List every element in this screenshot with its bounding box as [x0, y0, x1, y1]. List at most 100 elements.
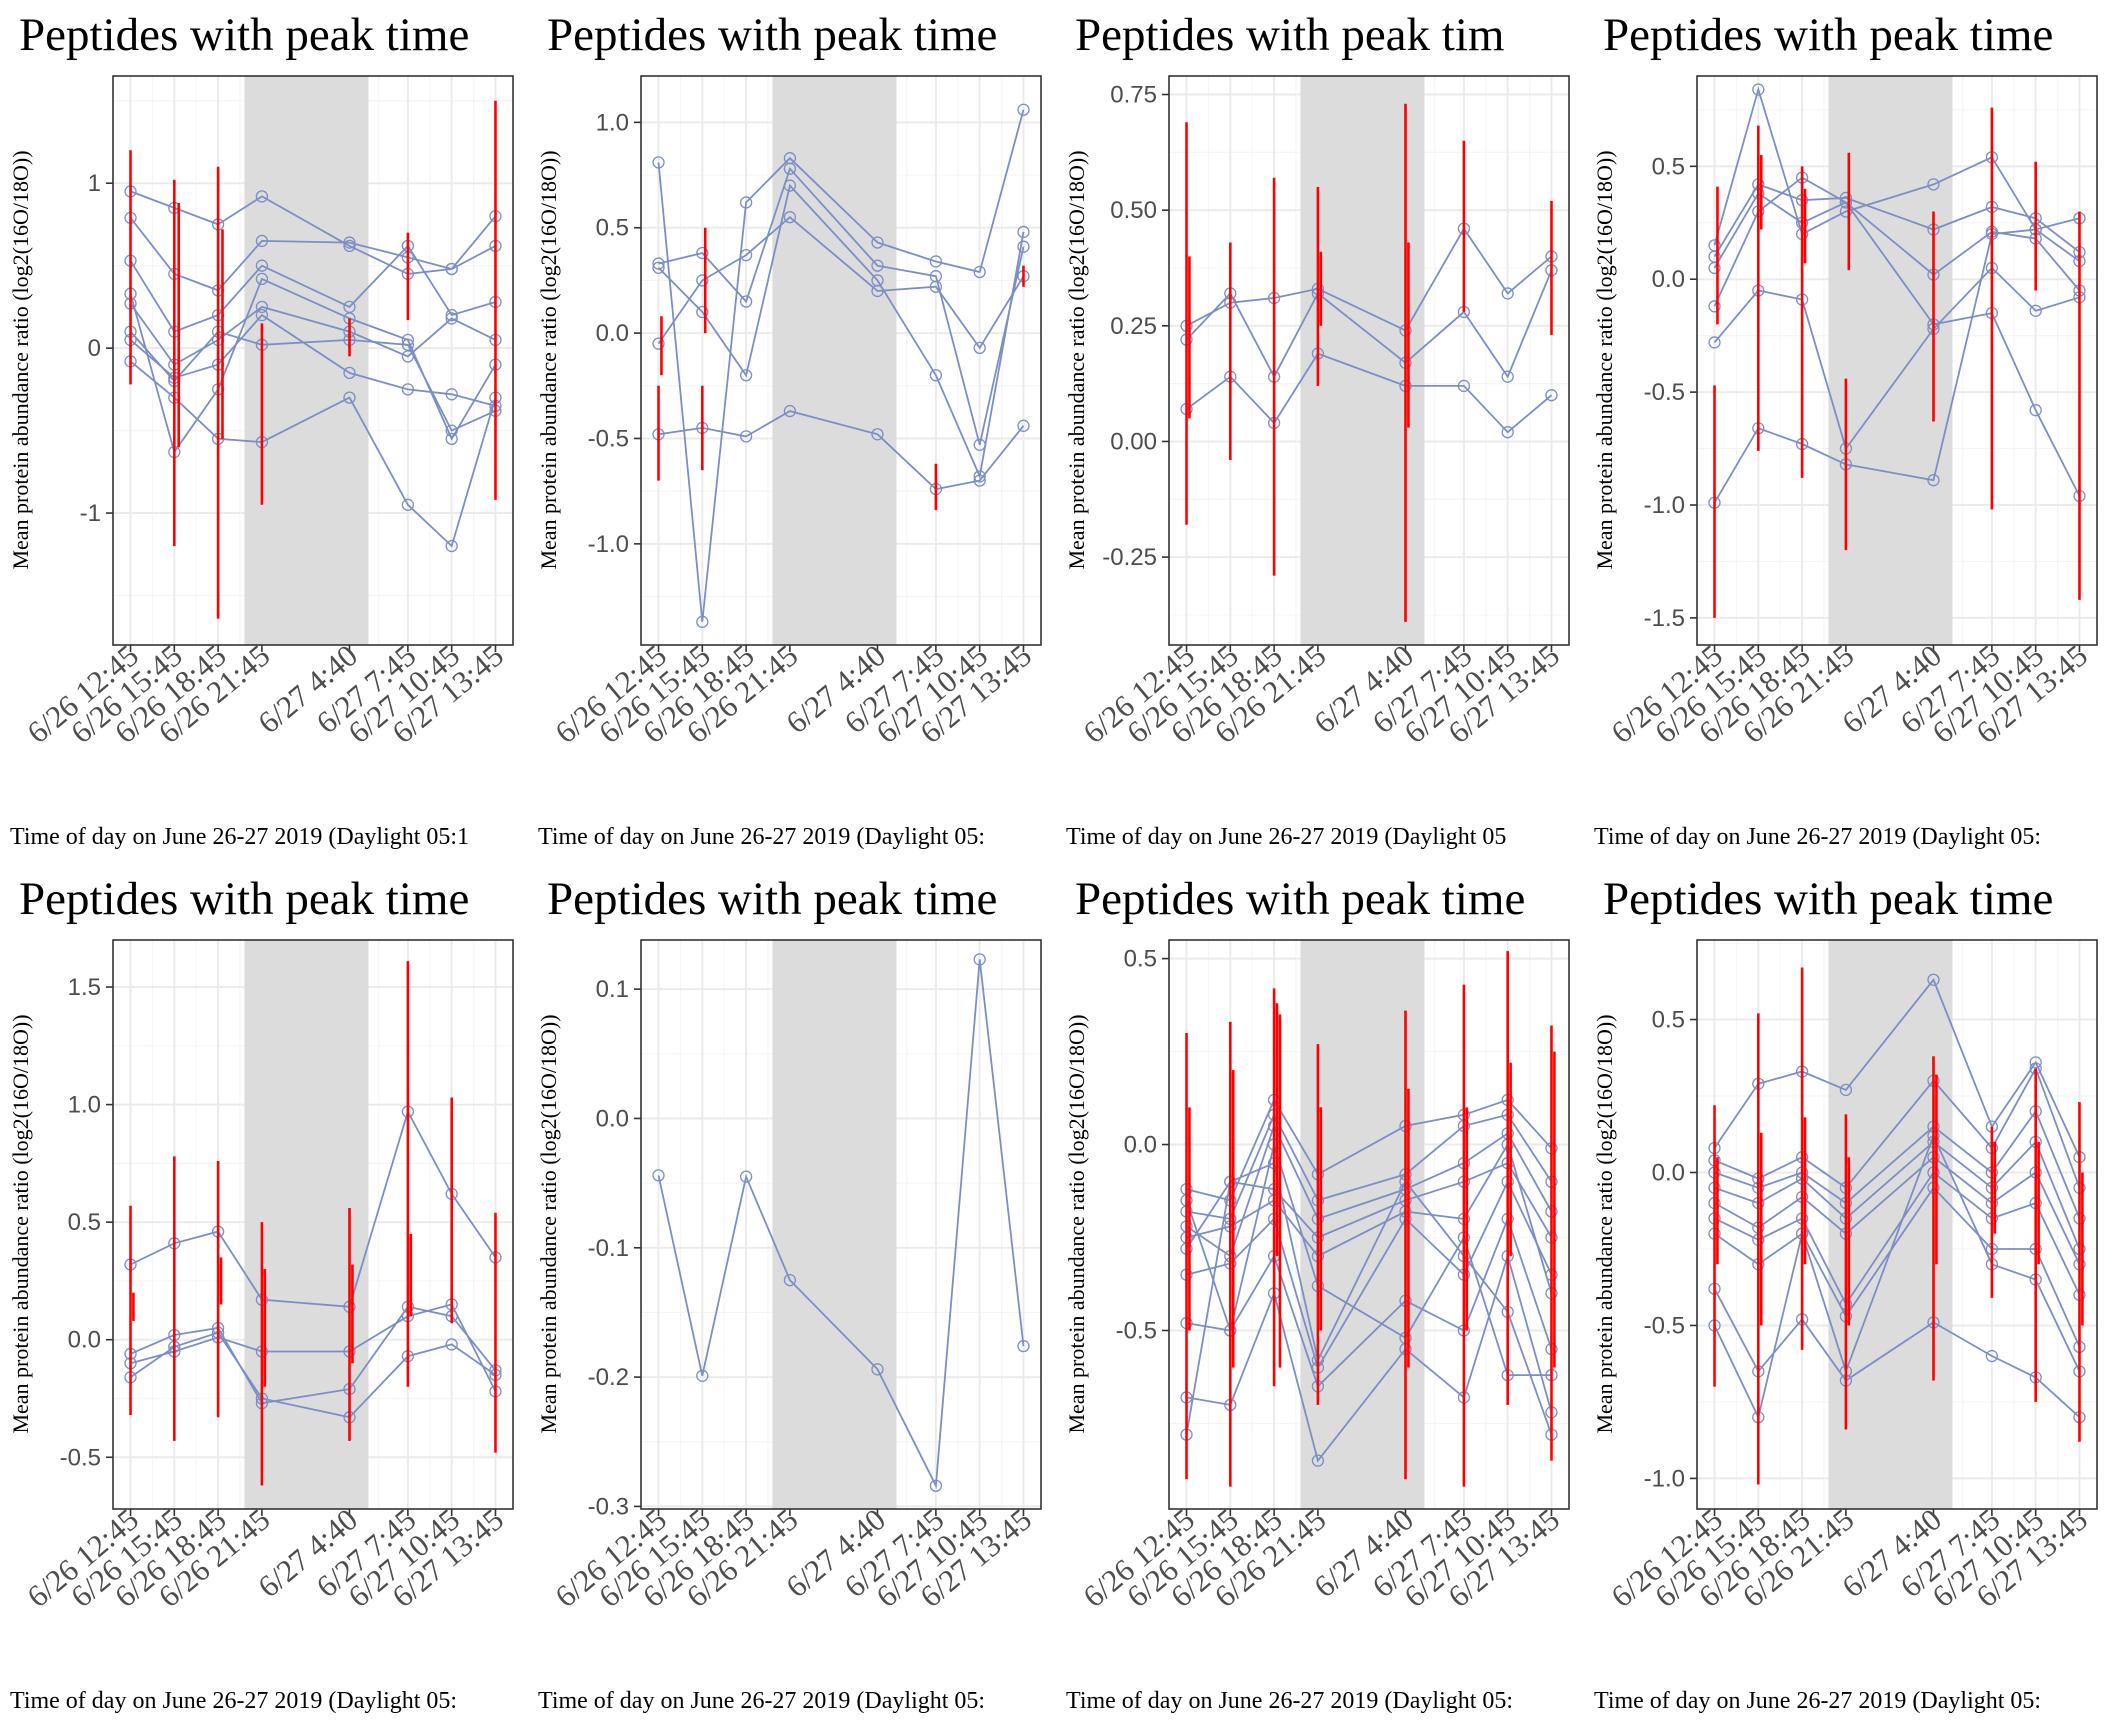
panel-content: -1.0-0.50.00.51.06/26 12:456/26 15:456/2… — [536, 9, 1042, 850]
y-tick-label: -0.5 — [1644, 379, 1685, 406]
data-point — [445, 312, 458, 325]
data-point — [343, 239, 356, 253]
y-axis-label: Mean protein abundance ratio (log2(16O/1… — [8, 1014, 33, 1433]
series-line-3 — [129, 244, 496, 333]
data-point — [739, 248, 753, 262]
series-line-4 — [1714, 1140, 2081, 1250]
chart-title: Peptides with peak time — [547, 873, 997, 925]
y-tick-label: 0.5 — [1652, 1007, 1685, 1034]
data-point — [255, 190, 269, 203]
series-line-9 — [1185, 1141, 1552, 1377]
y-tick-label: 1.0 — [596, 109, 629, 136]
panel-content: -1.5-1.0-0.50.00.56/26 12:456/26 15:456/… — [1592, 9, 2098, 850]
plot-border — [1696, 939, 2098, 1510]
y-tick-label: 1.5 — [68, 974, 101, 1001]
data-point — [1311, 1454, 1325, 1467]
data-point — [2029, 304, 2042, 317]
series-line-2 — [1185, 269, 1553, 379]
y-tick-label: -1.0 — [1644, 1465, 1685, 1492]
data-point — [445, 1338, 458, 1351]
series-line-2 — [129, 215, 497, 292]
series-line-7 — [129, 360, 497, 548]
series-line-4 — [1185, 1161, 1553, 1250]
data-point — [255, 300, 269, 314]
data-point — [973, 474, 986, 487]
series-line-4 — [129, 1331, 497, 1419]
plot-border — [112, 75, 514, 646]
chart-panel-8: -1.0-0.50.00.56/26 12:456/26 15:456/26 1… — [1592, 873, 2098, 1714]
plot-border — [640, 75, 1042, 646]
series-line-3 — [657, 183, 1025, 480]
data-point — [1708, 261, 1721, 275]
series-line-3 — [130, 1303, 497, 1392]
x-axis-label: Time of day on June 26-27 2019 (Daylight… — [10, 1688, 457, 1714]
chart-title: Peptides with peak time — [1075, 873, 1525, 925]
data-point — [1708, 336, 1721, 349]
data-point — [1839, 1083, 1853, 1097]
x-axis-label: Time of day on June 26-27 2019 (Daylight… — [538, 824, 985, 850]
data-point — [1017, 1339, 1030, 1353]
chart-panel-4: -1.5-1.0-0.50.00.56/26 12:456/26 15:456/… — [1592, 9, 2098, 850]
chart-panel-7: -0.50.00.56/26 12:456/26 15:456/26 18:45… — [1064, 873, 1570, 1714]
data-layer — [1180, 951, 1558, 1487]
chart-title: Peptides with peak time — [1603, 9, 2053, 61]
series-line-2 — [1186, 1112, 1553, 1220]
night-band — [244, 940, 369, 1509]
chart-panel-6: -0.3-0.2-0.10.00.16/26 12:456/26 15:456/… — [536, 873, 1042, 1714]
data-point — [871, 259, 884, 272]
data-point — [783, 162, 797, 175]
grid — [641, 940, 1041, 1509]
data-point — [739, 1170, 753, 1183]
series-line-5 — [1713, 266, 2080, 451]
y-tick-label: 1 — [88, 170, 101, 197]
y-tick-label: -0.25 — [1102, 544, 1157, 571]
y-axis-label: Mean protein abundance ratio (log2(16O/1… — [1592, 1014, 1617, 1433]
series-line-1 — [1713, 86, 2080, 246]
series-line-8 — [129, 330, 496, 432]
y-axis-label: Mean protein abundance ratio (log2(16O/1… — [8, 150, 33, 569]
data-point — [929, 1479, 943, 1492]
series-line-7 — [1186, 1252, 1553, 1463]
data-point — [255, 259, 269, 272]
data-point — [1017, 225, 1030, 239]
plot-border — [1696, 75, 2098, 646]
data-layer — [1180, 103, 1558, 622]
data-point — [445, 308, 458, 322]
night-band — [244, 76, 369, 645]
y-tick-label: 0.25 — [1110, 313, 1157, 340]
data-point — [929, 369, 943, 382]
data-point — [1501, 426, 1514, 439]
chart-title: Peptides with peak tim — [1075, 9, 1504, 61]
data-point — [652, 337, 665, 350]
data-point — [1927, 973, 1940, 986]
series-line-4 — [657, 216, 1025, 350]
chart-title: Peptides with peak time — [547, 9, 997, 61]
x-axis-label: Time of day on June 26-27 2019 (Daylight… — [1594, 824, 2041, 850]
data-point — [871, 284, 884, 298]
y-axis-label: Mean protein abundance ratio (log2(16O/1… — [1064, 150, 1089, 569]
chart-panel-2: -1.0-0.50.00.51.06/26 12:456/26 15:456/2… — [536, 9, 1042, 850]
chart-title: Peptides with peak time — [19, 9, 469, 61]
series-line-1 — [657, 109, 1025, 622]
data-point — [1501, 287, 1514, 300]
data-point — [1545, 389, 1558, 402]
series-line-2 — [1713, 183, 2081, 258]
series-line-2 — [130, 1305, 497, 1405]
night-band — [772, 76, 897, 645]
data-point — [871, 1363, 884, 1376]
series-line-2 — [658, 166, 1025, 446]
series-line-6 — [1713, 228, 2081, 504]
y-tick-label: -0.5 — [1644, 1312, 1685, 1339]
data-point — [255, 308, 269, 322]
data-point — [973, 470, 986, 483]
data-point — [343, 366, 356, 380]
series-line-2 — [1714, 1066, 2081, 1190]
data-point — [1501, 370, 1514, 383]
y-tick-label: 0.50 — [1110, 197, 1157, 224]
series-line-3 — [1713, 192, 2081, 292]
y-tick-label: 0.1 — [596, 976, 629, 1003]
panel-content: -0.50.00.51.01.56/26 12:456/26 15:456/26… — [8, 873, 514, 1714]
data-point — [871, 236, 884, 249]
data-point — [696, 274, 709, 287]
data-point — [871, 428, 884, 441]
